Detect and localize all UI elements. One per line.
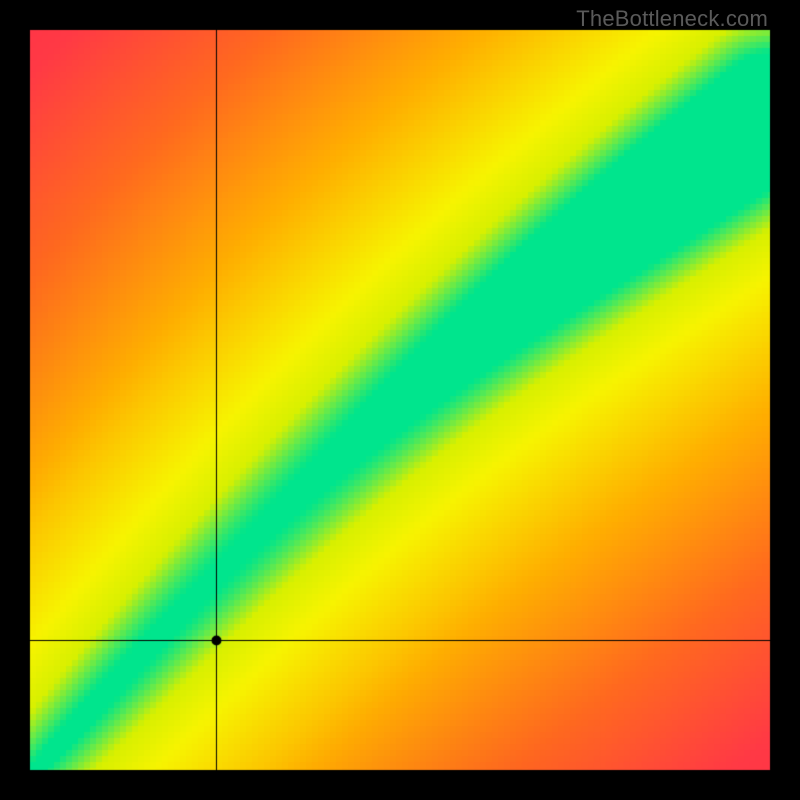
heatmap-canvas	[0, 0, 800, 800]
chart-container: TheBottleneck.com	[0, 0, 800, 800]
watermark-label: TheBottleneck.com	[576, 6, 768, 32]
